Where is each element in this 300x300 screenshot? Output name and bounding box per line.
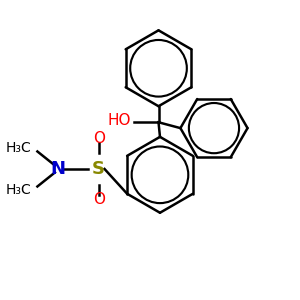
Text: HO: HO [107, 113, 131, 128]
Text: H₃C: H₃C [6, 183, 31, 197]
Text: O: O [93, 131, 105, 146]
Text: O: O [93, 192, 105, 207]
Text: H₃C: H₃C [6, 141, 31, 155]
Text: N: N [50, 160, 65, 178]
Text: S: S [92, 160, 105, 178]
